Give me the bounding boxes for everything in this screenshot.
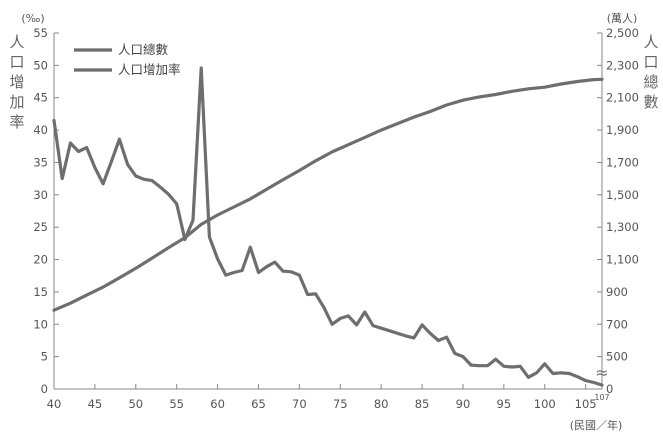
x-tick-label: 70	[292, 397, 307, 411]
left-tick-label: 25	[33, 220, 48, 234]
right-tick-label: 1,700	[606, 155, 639, 169]
x-axis-unit: (民國／年)	[570, 418, 623, 432]
right-tick-label: 500	[606, 350, 628, 364]
x-tick-label: 65	[251, 397, 266, 411]
left-tick-label: 50	[33, 58, 48, 72]
left-axis-label-char: 率	[9, 113, 24, 131]
x-tick-label: 95	[497, 397, 512, 411]
left-tick-label: 0	[41, 382, 48, 396]
right-tick-label: 1,500	[606, 188, 639, 202]
x-tick-label: 90	[456, 397, 471, 411]
left-tick-label: 15	[33, 285, 48, 299]
right-axis-break-symbol: ≈	[595, 363, 608, 382]
left-axis-label-char: 人	[9, 33, 24, 51]
x-tick-label: 75	[333, 397, 348, 411]
legend-label-growth-rate: 人口增加率	[118, 62, 181, 77]
left-axis-label-char: 口	[9, 53, 24, 71]
left-axis-label-char: 加	[9, 93, 24, 111]
right-tick-label: 900	[606, 285, 628, 299]
right-axis-unit: (萬人)	[607, 12, 638, 25]
left-axis-label-char: 增	[9, 73, 24, 91]
left-tick-label: 20	[33, 253, 48, 267]
series-line-population-total	[52, 77, 604, 312]
left-tick-label: 30	[33, 188, 48, 202]
right-tick-label: 1,900	[606, 123, 639, 137]
right-tick-label: 2,500	[606, 26, 639, 40]
series-layer	[52, 66, 604, 387]
right-axis-label-char: 數	[643, 93, 658, 111]
x-tick-label: 105	[575, 397, 597, 411]
right-axis-ticks: 0 500 700 900 1,100 1,300 1,500 1,700 1,900 2,100…	[597, 26, 639, 396]
left-axis-unit: (‰)	[21, 12, 44, 25]
left-axis-ticks: 0 5 10 15 20 25 30 35 40 45 50 55	[33, 26, 59, 396]
right-tick-label: 2,100	[606, 91, 639, 105]
x-tick-label: 50	[128, 397, 143, 411]
left-tick-label: 5	[41, 350, 48, 364]
x-tick-label: 40	[47, 397, 62, 411]
right-tick-label: 1,100	[606, 253, 639, 267]
x-tick-label: 85	[415, 397, 430, 411]
x-tick-label: 60	[210, 397, 225, 411]
left-tick-label: 55	[33, 26, 48, 40]
left-tick-label: 45	[33, 91, 48, 105]
legend: 人口總數 人口增加率	[74, 42, 181, 77]
legend-label-population-total: 人口總數	[118, 42, 169, 57]
x-tick-label: 80	[374, 397, 389, 411]
x-end-tick-label: 107	[594, 393, 609, 402]
x-tick-label: 45	[88, 397, 103, 411]
right-axis-label-char: 人	[643, 33, 658, 51]
right-axis-label-char: 口	[643, 53, 658, 71]
right-tick-label: 1,300	[606, 220, 639, 234]
right-tick-label: 0	[606, 382, 613, 396]
left-tick-label: 40	[33, 123, 48, 137]
left-tick-label: 35	[33, 155, 48, 169]
x-tick-label: 55	[169, 397, 184, 411]
right-tick-label: 700	[606, 317, 628, 331]
left-tick-label: 10	[33, 317, 48, 331]
x-tick-label: 100	[534, 397, 556, 411]
right-axis-label-char: 總	[643, 73, 658, 91]
right-tick-label: 2,300	[606, 58, 639, 72]
series-line-growth-rate	[52, 66, 604, 387]
